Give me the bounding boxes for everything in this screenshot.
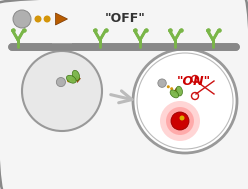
Circle shape: [170, 87, 173, 90]
Circle shape: [67, 79, 70, 82]
Polygon shape: [173, 88, 178, 93]
Circle shape: [44, 15, 51, 22]
Ellipse shape: [66, 75, 76, 83]
Circle shape: [158, 79, 166, 87]
Text: "OFF": "OFF": [105, 12, 146, 26]
Circle shape: [180, 115, 185, 121]
Ellipse shape: [72, 70, 80, 81]
Polygon shape: [56, 13, 67, 25]
Text: "ON": "ON": [176, 75, 211, 88]
Circle shape: [167, 85, 170, 88]
Ellipse shape: [170, 90, 179, 98]
Circle shape: [22, 51, 102, 131]
Circle shape: [56, 77, 65, 87]
Circle shape: [133, 49, 237, 153]
FancyArrowPatch shape: [111, 91, 132, 103]
Circle shape: [171, 112, 189, 130]
Polygon shape: [76, 76, 80, 83]
Circle shape: [71, 78, 74, 82]
Bar: [52, 4, 72, 50]
Circle shape: [13, 10, 31, 28]
Circle shape: [166, 107, 194, 135]
Circle shape: [160, 101, 200, 141]
Circle shape: [34, 15, 41, 22]
Ellipse shape: [176, 86, 183, 96]
